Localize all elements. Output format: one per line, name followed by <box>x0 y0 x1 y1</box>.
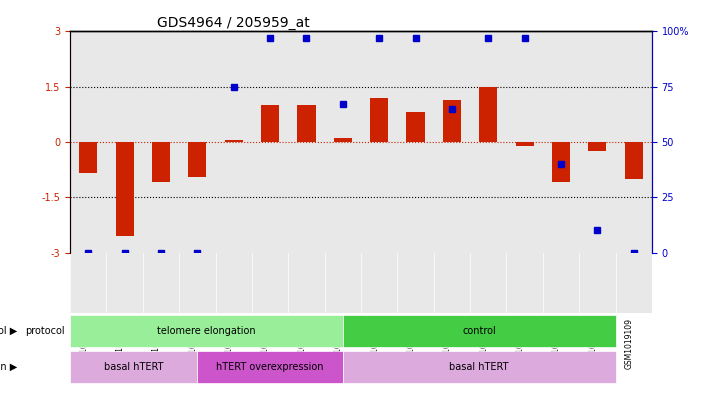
Text: GDS4964 / 205959_at: GDS4964 / 205959_at <box>158 17 310 30</box>
Bar <box>443 99 461 142</box>
FancyBboxPatch shape <box>70 315 343 347</box>
Bar <box>116 142 134 236</box>
Text: genotype/variation ▶: genotype/variation ▶ <box>0 362 18 372</box>
Bar <box>625 142 643 179</box>
Bar <box>189 142 207 177</box>
Text: basal hTERT: basal hTERT <box>449 362 509 372</box>
Text: telomere elongation: telomere elongation <box>157 326 256 336</box>
Bar <box>552 142 570 182</box>
Bar <box>334 138 352 142</box>
FancyBboxPatch shape <box>70 351 198 383</box>
FancyBboxPatch shape <box>343 351 615 383</box>
Bar <box>479 87 498 142</box>
Bar <box>224 140 243 142</box>
Text: protocol: protocol <box>25 326 64 336</box>
Bar <box>588 142 606 151</box>
Bar <box>515 142 533 146</box>
Bar <box>79 142 97 173</box>
Text: protocol ▶: protocol ▶ <box>0 326 18 336</box>
Bar <box>261 105 279 142</box>
FancyBboxPatch shape <box>198 351 343 383</box>
Bar <box>152 142 170 182</box>
Bar <box>407 112 425 142</box>
Text: basal hTERT: basal hTERT <box>104 362 163 372</box>
Text: control: control <box>463 326 496 336</box>
FancyBboxPatch shape <box>343 315 615 347</box>
Bar <box>370 98 388 142</box>
Text: hTERT overexpression: hTERT overexpression <box>217 362 324 372</box>
Bar <box>297 105 315 142</box>
